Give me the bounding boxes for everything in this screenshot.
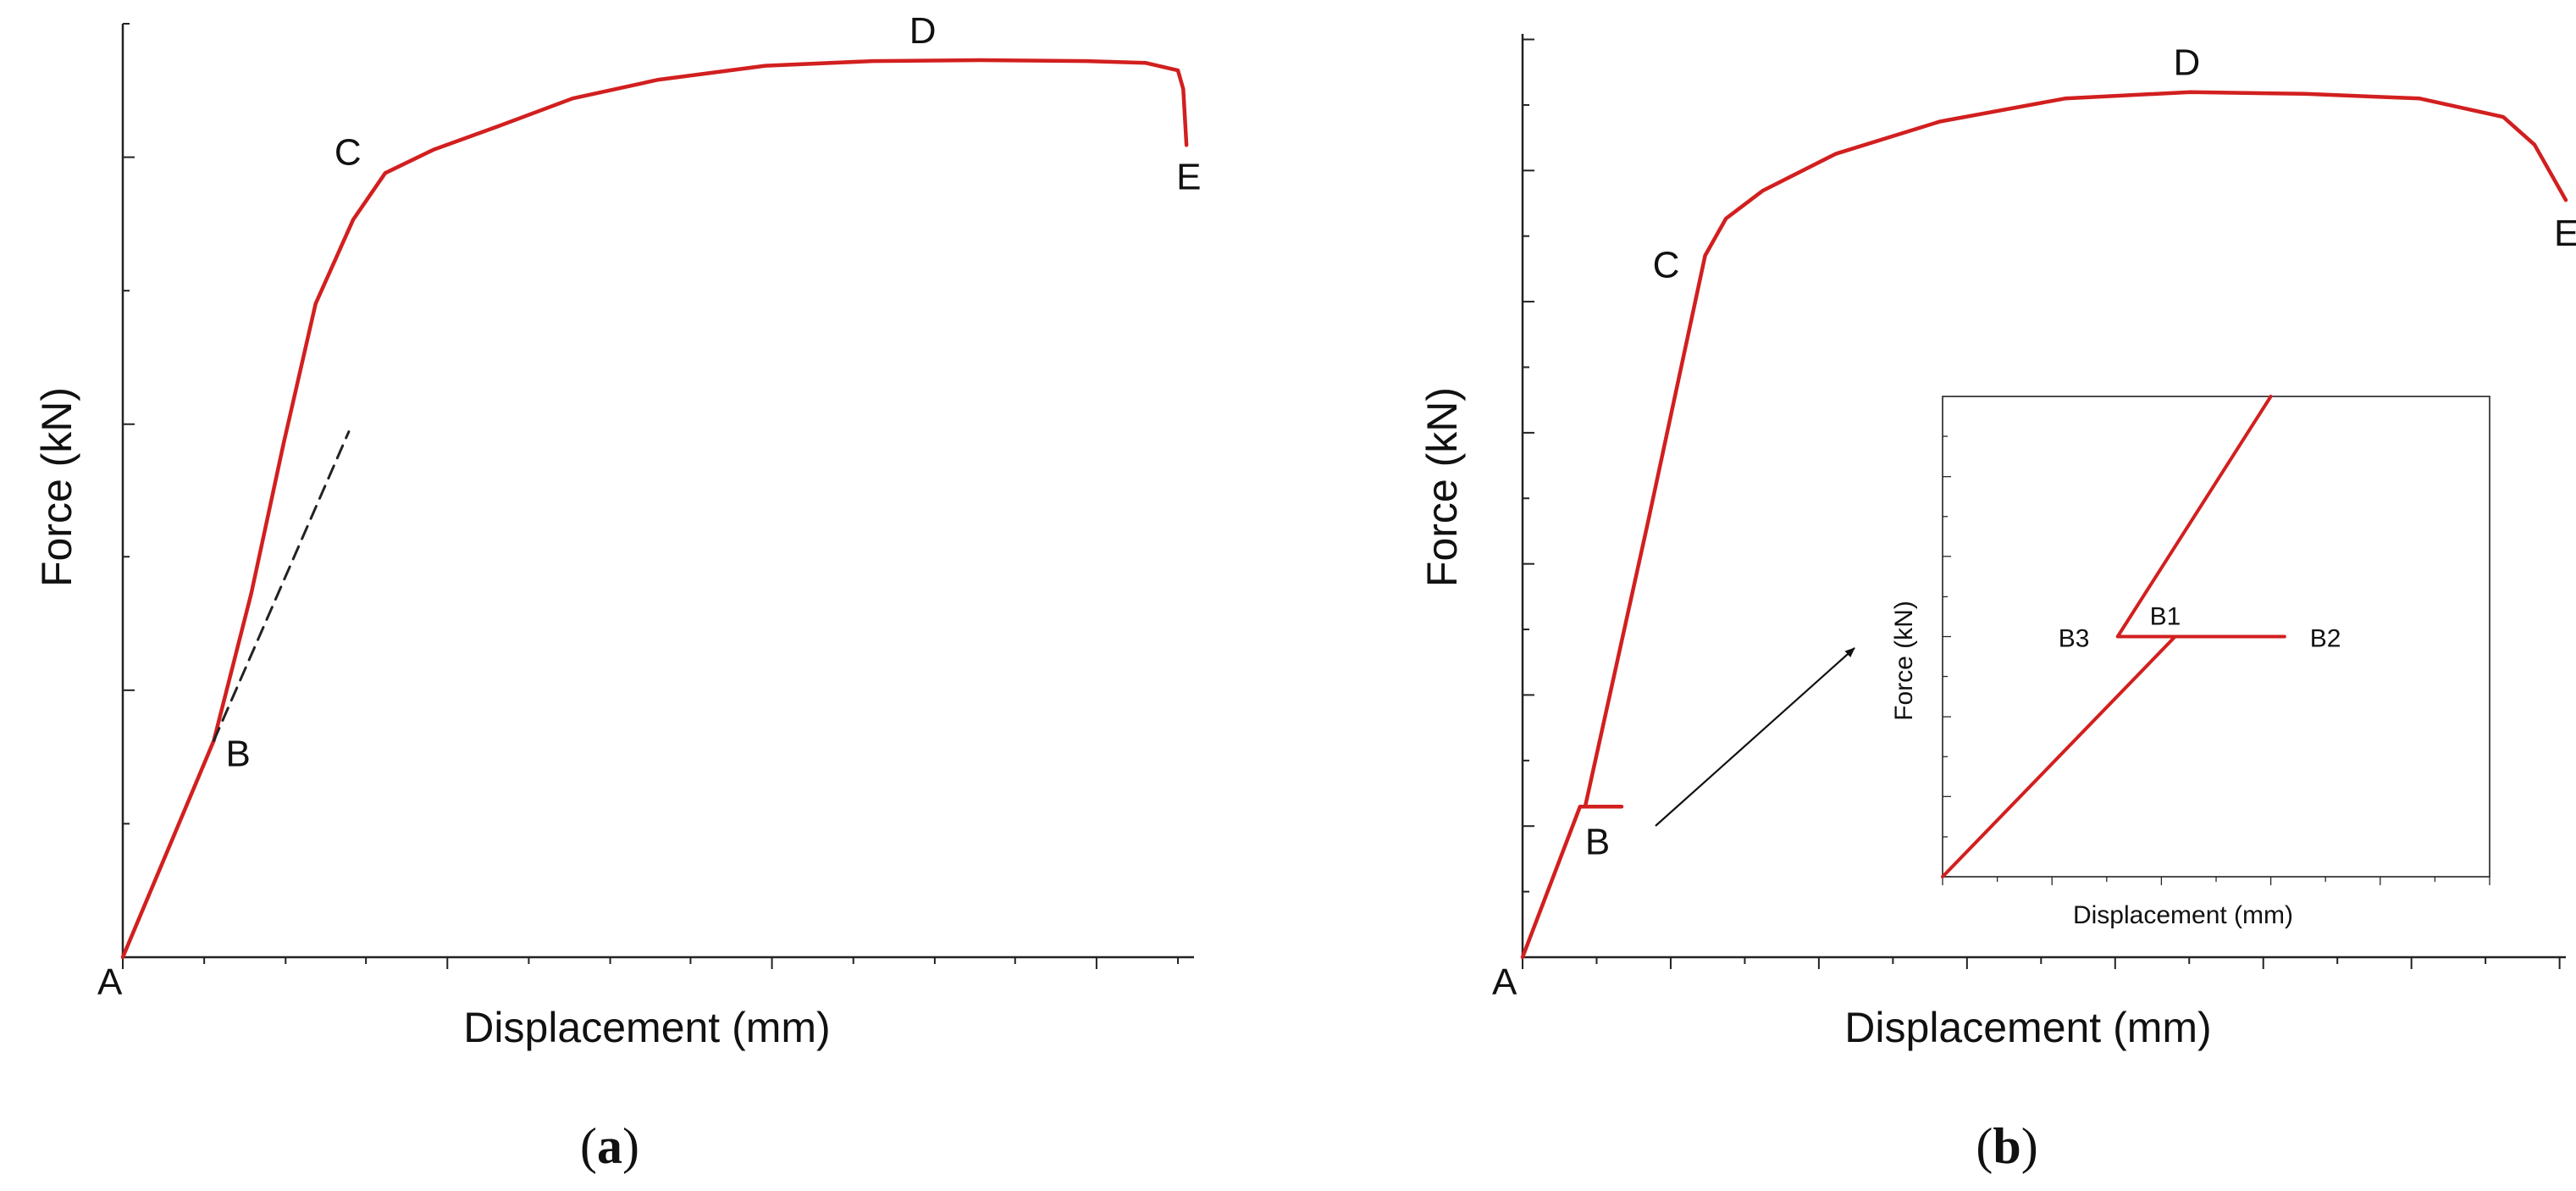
point-label-e-a: E bbox=[1176, 156, 1201, 197]
point-label-c-a: C bbox=[334, 131, 362, 173]
x-axis-label-b: Displacement (mm) bbox=[1844, 1004, 2211, 1051]
caption-a-open: ( bbox=[580, 1118, 597, 1174]
caption-a: (a) bbox=[580, 1118, 639, 1174]
chart-panel-a: A B C D E Displacement (mm) Force (kN) (a) bbox=[33, 10, 1201, 1174]
caption-b: (b) bbox=[1976, 1118, 2037, 1174]
point-label-a-b: A bbox=[1492, 961, 1517, 1003]
caption-b-close: ) bbox=[2021, 1118, 2038, 1174]
point-label-d-a: D bbox=[909, 10, 937, 52]
x-axis-label-inset: Displacement (mm) bbox=[2073, 901, 2293, 929]
point-label-b1-inset: B1 bbox=[2150, 603, 2181, 631]
caption-a-letter: a bbox=[597, 1118, 622, 1174]
caption-b-letter: b bbox=[1993, 1118, 2020, 1174]
point-label-a-a: A bbox=[97, 961, 123, 1003]
zoom-arrow bbox=[1655, 647, 1855, 827]
point-label-c-b: C bbox=[1653, 245, 1680, 286]
x-axis-label-a: Displacement (mm) bbox=[463, 1004, 830, 1051]
y-axis-label-a: Force (kN) bbox=[33, 387, 80, 587]
y-axis-label-b: Force (kN) bbox=[1418, 387, 1466, 587]
caption-b-open: ( bbox=[1976, 1118, 1993, 1174]
series-zoom-B-inset bbox=[1941, 395, 2286, 878]
plot-area-b: A B C D E bbox=[1492, 34, 2576, 1003]
y-axis-label-inset: Force (kN) bbox=[1890, 601, 1918, 721]
chart-inset-b: B1 B2 B3 Displacement (mm) Force (kN) bbox=[1890, 395, 2490, 929]
series-force-displacement-a bbox=[120, 58, 1189, 960]
point-label-d-b: D bbox=[2174, 42, 2201, 84]
series-force-displacement-b bbox=[1520, 90, 2568, 960]
plot-area-a: A B C D E bbox=[97, 10, 1201, 1003]
series-initial-stiffness-extension-a bbox=[213, 430, 351, 742]
chart-panel-b: A B C D E Displacement (mm) Force (kN) (b) bbox=[1418, 34, 2576, 1174]
point-label-b-a: B bbox=[226, 733, 251, 774]
caption-a-close: ) bbox=[622, 1118, 639, 1174]
point-label-b2-inset: B2 bbox=[2310, 625, 2341, 653]
point-label-b-b: B bbox=[1585, 821, 1610, 862]
point-label-e-b: E bbox=[2554, 213, 2576, 254]
plot-area-inset: B1 B2 B3 bbox=[1941, 395, 2490, 885]
point-label-b3-inset: B3 bbox=[2059, 625, 2090, 653]
